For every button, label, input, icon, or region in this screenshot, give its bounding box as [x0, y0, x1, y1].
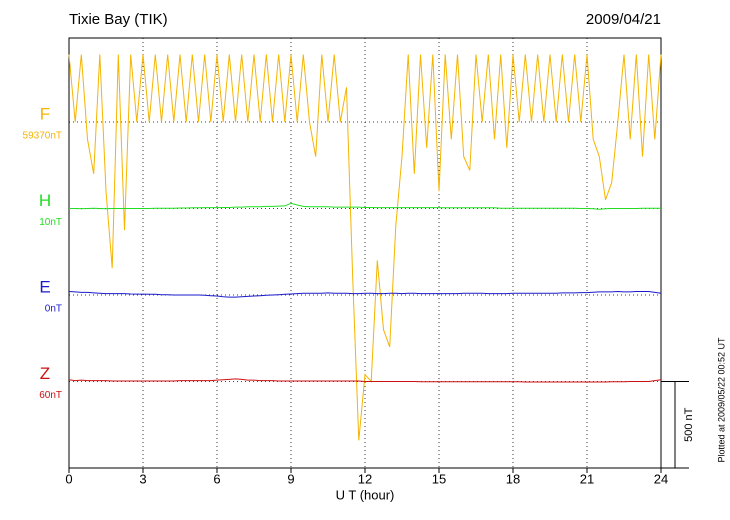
series-line	[69, 202, 661, 210]
footnote: Plotted at 2009/05/22 00:52 UT	[716, 337, 726, 463]
chart-date: 2009/04/21	[586, 11, 661, 28]
x-tick-label: 24	[654, 471, 668, 486]
x-tick-label: 18	[506, 471, 520, 486]
scale-bar-label: 500 nT	[683, 407, 695, 442]
x-tick-label: 6	[213, 471, 220, 486]
series-name: H	[39, 191, 51, 210]
chart-title: Tixie Bay (TIK)	[69, 11, 168, 28]
series-name: Z	[40, 364, 50, 383]
series-baseline-label: 60nT	[39, 390, 62, 401]
x-tick-label: 21	[580, 471, 594, 486]
series-name: E	[39, 277, 50, 296]
x-tick-label: 9	[287, 471, 294, 486]
series-line	[68, 378, 662, 383]
series-baseline-label: 10nT	[39, 217, 62, 228]
series-line	[68, 290, 662, 298]
x-tick-label: 0	[65, 471, 72, 486]
x-axis-label: U T (hour)	[336, 487, 395, 502]
series-baseline-label: 59370nT	[23, 131, 62, 142]
series-line	[68, 54, 662, 441]
x-tick-label: 3	[139, 471, 146, 486]
series-baseline-label: 0nT	[45, 304, 62, 315]
series-name: F	[40, 104, 50, 123]
x-tick-label: 12	[358, 471, 372, 486]
x-tick-label: 15	[432, 471, 446, 486]
